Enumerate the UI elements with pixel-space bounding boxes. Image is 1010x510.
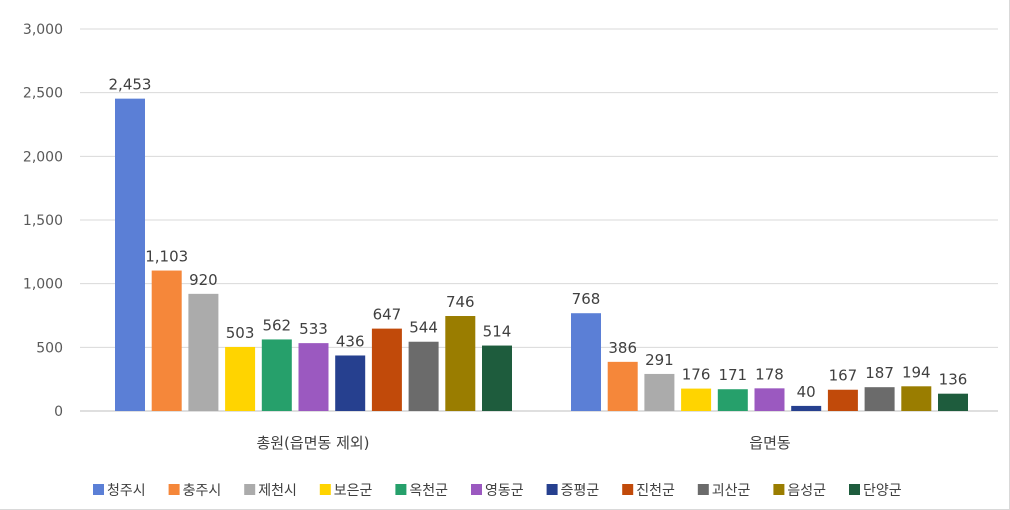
data-label: 171 <box>718 366 747 384</box>
bar <box>644 373 675 411</box>
y-tick-label: 1,500 <box>23 213 63 229</box>
bar-series <box>115 98 968 411</box>
data-label: 1,103 <box>145 248 188 266</box>
bar <box>717 389 748 411</box>
data-label: 194 <box>902 363 931 381</box>
legend-swatch <box>244 484 256 495</box>
y-axis: 0 500 1,000 1,500 2,000 2,500 3,000 <box>23 22 63 420</box>
data-label: 920 <box>189 271 218 289</box>
legend-label: 충주시 <box>183 483 222 499</box>
legend-label: 청주시 <box>107 483 146 499</box>
data-label: 436 <box>336 332 365 350</box>
legend-swatch <box>773 484 785 495</box>
bar <box>864 387 895 411</box>
legend-label: 음성군 <box>787 483 826 499</box>
data-label: 503 <box>226 324 255 342</box>
legend-label: 진천군 <box>636 483 675 499</box>
bar <box>482 345 512 411</box>
legend-label: 영동군 <box>485 483 524 499</box>
bar <box>938 393 968 411</box>
bar <box>607 361 638 411</box>
legend: 청주시 충주시 제천시 보은군 옥천군 영동군 증평군 진천군 괴산군 음성군 단양군 <box>93 483 902 499</box>
y-tick-label: 3,000 <box>23 22 63 38</box>
bar <box>188 293 219 411</box>
legend-label: 제천시 <box>258 483 297 499</box>
legend-swatch <box>622 484 634 495</box>
y-tick-label: 1,000 <box>23 277 63 293</box>
y-tick-label: 0 <box>54 404 63 420</box>
legend-label: 보은군 <box>334 483 373 499</box>
data-label: 187 <box>865 364 894 382</box>
bar <box>754 388 785 411</box>
bar <box>408 341 439 411</box>
x-category-label: 총원(읍면동 제외) <box>256 434 369 452</box>
data-label: 178 <box>755 365 784 383</box>
bar <box>371 328 402 411</box>
legend-swatch <box>849 484 860 495</box>
data-label: 562 <box>262 316 291 334</box>
data-label: 533 <box>299 320 328 338</box>
legend-swatch <box>697 484 709 495</box>
x-category-label: 읍면동 <box>749 434 791 452</box>
data-label: 167 <box>829 367 858 385</box>
data-label: 136 <box>939 371 968 389</box>
legend-label: 증평군 <box>561 483 600 499</box>
bar <box>151 270 182 411</box>
legend-swatch <box>471 484 482 495</box>
legend-swatch <box>395 484 407 495</box>
data-label: 386 <box>608 339 637 357</box>
legend-label: 괴산군 <box>712 483 751 499</box>
legend-swatch <box>319 484 331 495</box>
legend-swatch <box>93 484 104 495</box>
y-tick-label: 2,000 <box>23 149 63 165</box>
bar <box>791 405 822 411</box>
bar <box>225 346 256 411</box>
bar <box>571 313 601 411</box>
data-label: 514 <box>483 323 512 341</box>
data-label: 768 <box>572 290 601 308</box>
bar <box>827 389 858 411</box>
data-label: 2,453 <box>109 76 152 94</box>
bar <box>335 355 366 411</box>
legend-label: 단양군 <box>863 483 902 499</box>
bar <box>261 339 292 411</box>
data-label: 544 <box>409 319 438 337</box>
data-label: 746 <box>446 293 475 311</box>
bar <box>115 98 145 411</box>
legend-label: 옥천군 <box>409 483 448 499</box>
bar <box>681 388 712 411</box>
legend-swatch <box>168 484 180 495</box>
bar <box>298 343 329 411</box>
y-tick-label: 2,500 <box>23 86 63 102</box>
data-label: 176 <box>682 366 711 384</box>
bar <box>445 316 476 411</box>
y-tick-label: 500 <box>36 340 63 356</box>
data-label: 647 <box>373 306 402 324</box>
data-label: 40 <box>797 383 816 401</box>
legend-swatch <box>546 484 558 495</box>
x-axis: 총원(읍면동 제외) 읍면동 <box>256 434 790 452</box>
bar <box>901 386 932 411</box>
data-label: 291 <box>645 351 674 369</box>
